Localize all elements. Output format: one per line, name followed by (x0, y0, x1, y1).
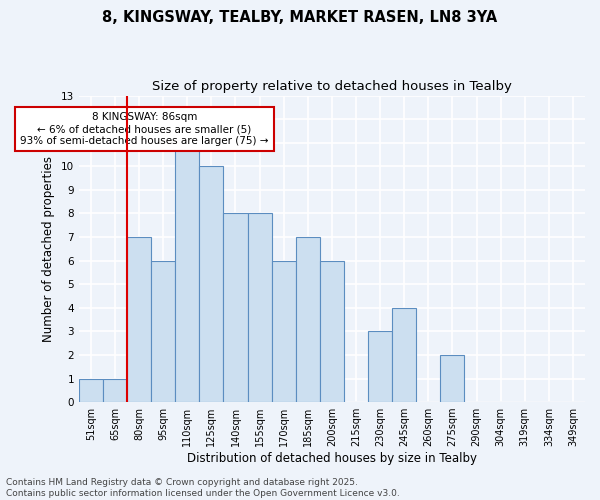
Bar (272, 260, 296, 402)
Text: 8 KINGSWAY: 86sqm
← 6% of detached houses are smaller (5)
93% of semi-detached h: 8 KINGSWAY: 86sqm ← 6% of detached house… (20, 112, 269, 146)
Bar (175, 142, 199, 402)
X-axis label: Distribution of detached houses by size in Tealby: Distribution of detached houses by size … (187, 452, 477, 465)
Bar (79, 378, 103, 402)
Bar (223, 214, 248, 402)
Bar (320, 260, 344, 402)
Text: 8, KINGSWAY, TEALBY, MARKET RASEN, LN8 3YA: 8, KINGSWAY, TEALBY, MARKET RASEN, LN8 3… (103, 10, 497, 25)
Bar (248, 214, 272, 402)
Bar (127, 237, 151, 402)
Bar (199, 166, 223, 402)
Y-axis label: Number of detached properties: Number of detached properties (42, 156, 55, 342)
Bar (440, 355, 464, 402)
Bar (151, 260, 175, 402)
Title: Size of property relative to detached houses in Tealby: Size of property relative to detached ho… (152, 80, 512, 93)
Bar (103, 378, 127, 402)
Bar (296, 237, 320, 402)
Bar (368, 332, 392, 402)
Text: Contains HM Land Registry data © Crown copyright and database right 2025.
Contai: Contains HM Land Registry data © Crown c… (6, 478, 400, 498)
Bar (392, 308, 416, 402)
